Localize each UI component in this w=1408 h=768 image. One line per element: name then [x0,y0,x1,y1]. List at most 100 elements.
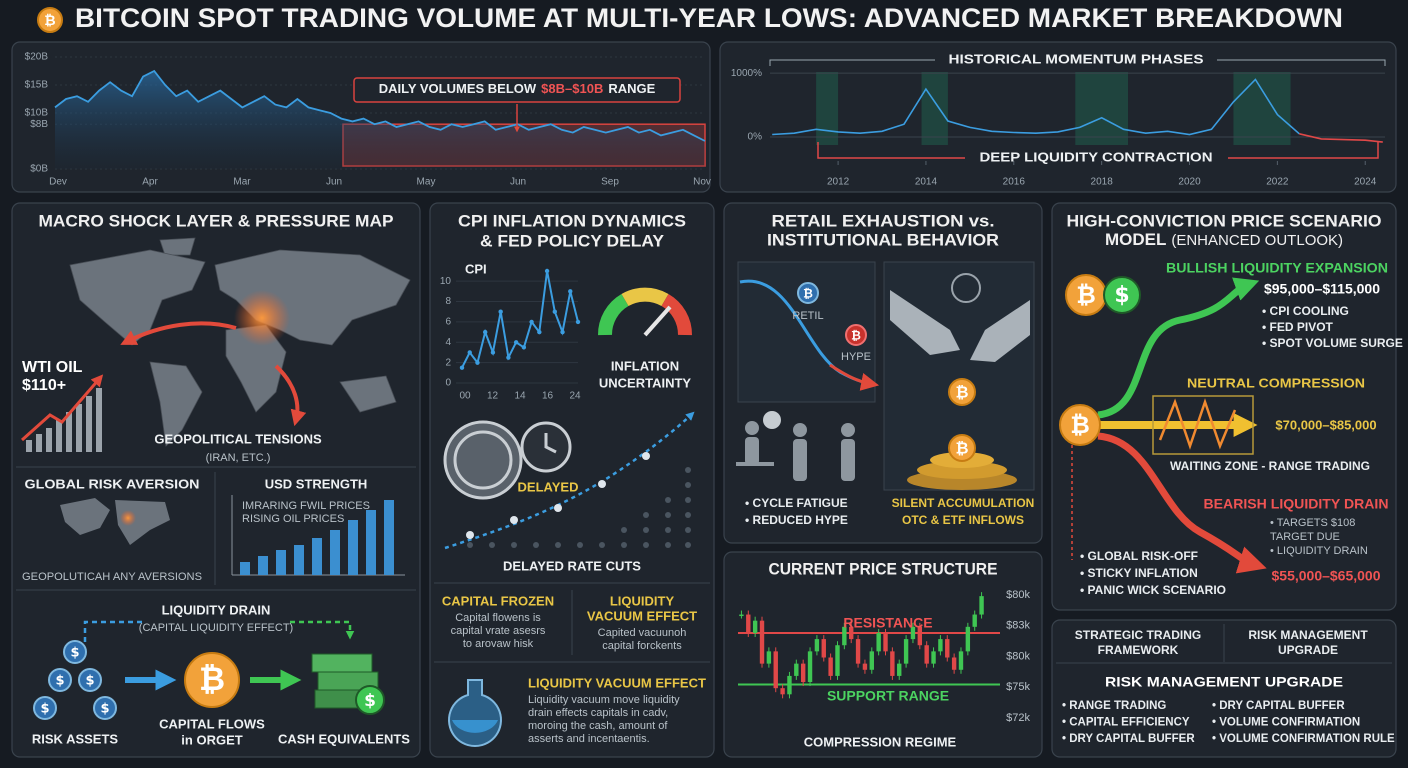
usd-bars [231,495,405,576]
scenarios-bullish-points-1: • FED PIVOT [1262,320,1334,334]
candle-body [794,663,799,676]
candle-body [903,639,909,664]
usd-bars-rect [312,538,322,575]
scenarios-risks-0: • GLOBAL RISK-OFF [1080,549,1198,563]
candle-body [910,626,916,640]
candle-body [883,632,888,652]
candle-body [752,620,758,633]
cpi-vacuum-lines-0: Capited vacuunoh [598,627,687,639]
candle-body [876,632,881,652]
coin-glyph: ₿ [1076,281,1096,309]
macro-usd-lines-0: IMRARING FWIL PRICES [242,500,370,512]
coin [845,324,867,346]
rate-cut-path-path [444,411,695,550]
rate-cut-path-g [467,467,691,548]
candle-body [869,651,874,670]
rate-cut-path-g-circle [599,542,605,548]
pressure-arrows-path [274,364,307,427]
scenarios-bullish-range: $95,000–$115,000 [1264,281,1380,297]
coin-glyph: ₿ [199,660,225,698]
dividers [16,466,1392,664]
scenarios-bearish-range: $55,000–$65,000 [1272,568,1381,584]
cpi-title-1: & FED POLICY DELAY [480,231,665,250]
gauge [597,287,693,337]
hands-path [890,290,960,355]
phase-band [921,72,948,145]
momentum-chart-xticks-6: 2024 [1354,177,1377,188]
rate-cut-path-g-circle [598,480,606,488]
world-map-path [149,361,203,447]
volume-area [55,71,705,169]
macro-tensions-0: GEOPOLITICAL TENSIONS [154,431,322,446]
scenarios-title: HIGH-CONVICTION PRICE SCENARIO [1067,211,1382,230]
volume-chart-categories-0: Dev [49,177,67,188]
cpi-point [568,289,573,294]
panels-rect [1051,619,1397,758]
fed-seal-circle [453,430,513,490]
cpi-point [498,309,503,314]
phase-band [1075,72,1129,145]
rate-cut-path-g-circle [577,542,583,548]
cpi-vacuum-note-lines-1: drain effects capitals in cadv, [528,707,668,719]
coin-glyph: ₿ [1070,411,1090,439]
coin [93,696,117,720]
cpi-point [560,329,565,335]
usd-bars-rect [276,550,286,575]
pressure-arrows-path [120,321,237,345]
macro-risk-aversion-title: GLOBAL RISK AVERSION [25,476,200,491]
cpi-vacuum-note-lines-0: Liquidity vacuum move liquidity [528,694,680,706]
panels-rect [723,551,1043,758]
coin-glyph: $ [70,646,79,661]
candle-body [739,614,744,617]
oil-bars-rect [36,434,42,452]
coin [33,696,57,720]
candle-body [917,626,923,646]
cpi-categories-0: 00 [459,391,471,402]
candle-body [821,639,826,658]
world-map-path [159,237,196,256]
macro-wti-1: $110+ [22,377,66,394]
price-structure-ylabels-4: $72k [1006,712,1030,724]
coin-glyph: $ [55,674,64,689]
framework-right-1: • VOLUME CONFIRMATION [1212,717,1360,729]
macro-tensions-1: (IRAN, ETC.) [206,452,271,464]
world-map-path [339,375,397,413]
usd-bars-rect [348,520,358,575]
outlook: (ENHANCED OUTLOOK) [1171,232,1343,249]
cpi-yticks-3: 4 [445,337,451,348]
rate-cut-path-g-circle [685,512,691,518]
framework-left-2: • DRY CAPITAL BUFFER [1062,733,1195,745]
cpi-yticks-1: 8 [445,296,451,307]
price-structure-ylabels-3: $75k [1006,681,1030,693]
scenario-paths-rect [1152,395,1254,455]
rate-cut-path-g-circle [511,542,517,548]
cpi-vacuum-lines-1: capital forckents [602,640,682,652]
coin [355,685,385,715]
phase-band [816,72,839,145]
rate-cut-path-g-circle [665,497,671,503]
gauge-line [643,305,672,337]
rate-cut-path [444,411,695,550]
coin [78,668,102,692]
coin [797,282,819,304]
cpi-categories-2: 14 [514,391,526,402]
candle-body [897,663,902,676]
rate-cut-path-g-circle [466,531,474,539]
people-rect [841,439,855,481]
volume-chart-yticks-1-label: $15B [25,80,49,91]
rate-cut-path-g-circle [510,516,518,524]
rate-cut-path-g-circle [533,542,539,548]
usd-bars-rect [294,545,304,575]
usd-bars-rect [330,530,340,575]
cpi-point [506,355,511,360]
coin-glyph: $ [1114,283,1129,308]
people [736,411,855,481]
rate-cut-path-g-circle [685,467,691,473]
volume-chart-yticks-2-label: $10B [25,108,49,119]
cpi-frozen-lines-0: Capital flowens is [455,612,541,624]
volume-chart-categories-7: Nov [693,177,711,188]
drain-arrows-path [290,620,355,640]
candle-body [862,663,868,670]
oil-bars-rect [76,404,82,452]
rate-cut-path-g-circle [665,527,671,533]
